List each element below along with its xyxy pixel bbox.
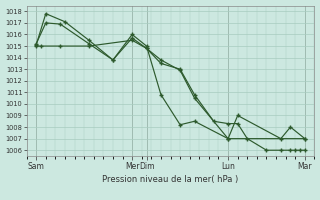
X-axis label: Pression niveau de la mer( hPa ): Pression niveau de la mer( hPa )	[102, 175, 239, 184]
